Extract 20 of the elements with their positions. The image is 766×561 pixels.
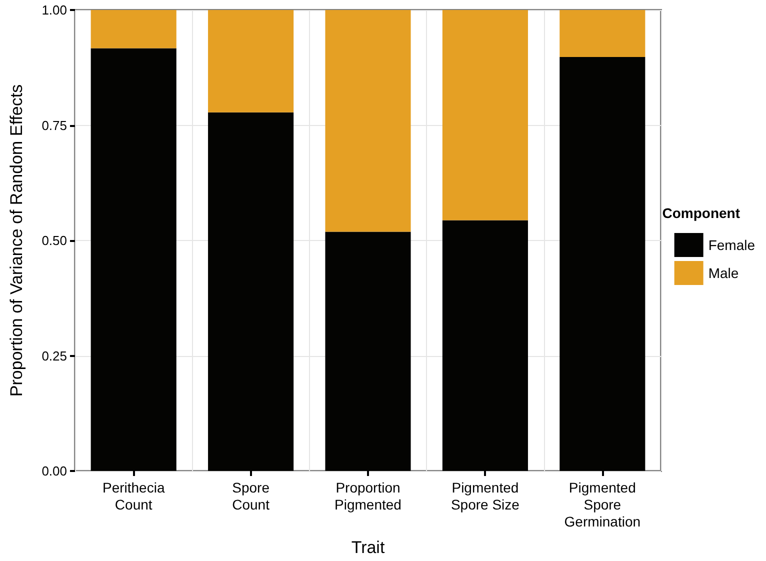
x-tick-label: Spore Count [232,480,270,512]
y-tick-label: 0.75 [42,118,67,133]
bar [560,10,646,58]
x-tick-label: Proportion Pigmented [334,480,402,512]
bar [90,10,176,48]
y-tick-label: 0.00 [42,464,67,478]
y-tick-label: 0.25 [42,348,67,364]
x-tick-label: Pigmented Spore Size [450,480,520,512]
bar [208,10,294,112]
legend-label: Male [708,265,739,281]
bar [325,10,411,232]
y-axis-title: Proportion of Variance of Random Effects [7,84,26,397]
y-tick-label: 0.50 [42,233,67,248]
bar [442,10,528,220]
x-tick-label: Perithecia Count [102,480,165,512]
legend-label: Female [708,237,756,253]
x-tick-label: Pigmented Spore Germination [564,480,641,530]
y-tick-label: 1.00 [42,2,67,18]
legend-title: Component [662,205,740,221]
x-axis-title: Trait [351,538,385,557]
